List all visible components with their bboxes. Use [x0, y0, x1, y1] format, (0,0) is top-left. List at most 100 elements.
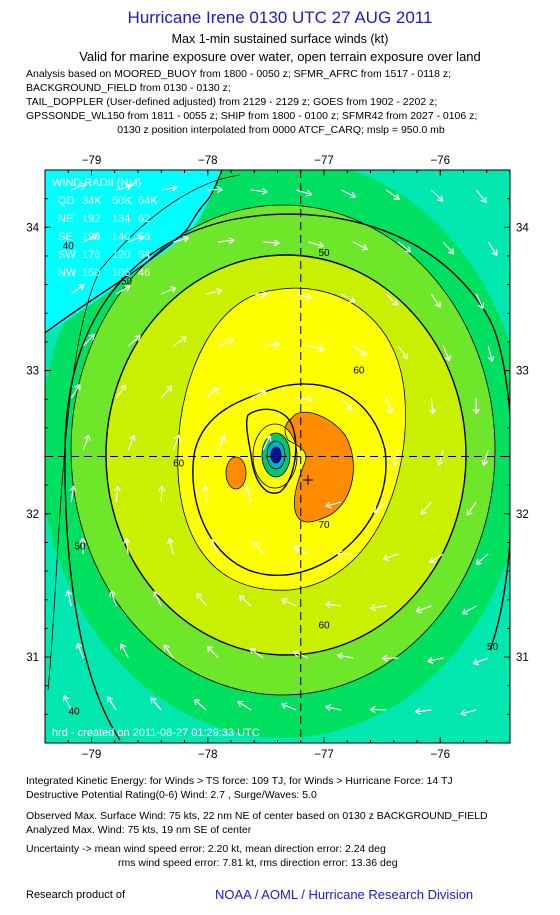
- wind-vector: [429, 397, 436, 415]
- x-tick-label: −77: [314, 155, 334, 167]
- wind-vector: [115, 285, 131, 295]
- contour-line: [225, 456, 247, 490]
- x-tick-label: −76: [430, 749, 450, 761]
- wind-vector: [352, 345, 367, 356]
- chart-subtitle: Max 1-min sustained surface winds (kt): [171, 32, 389, 46]
- wind-vector: [381, 654, 399, 662]
- x-tick-label: −76: [430, 155, 450, 167]
- wind-vector: [430, 189, 444, 202]
- wind-vector: [420, 501, 432, 515]
- wind-vector: [251, 290, 268, 298]
- wind-vector: [369, 705, 387, 714]
- contour-label: 40: [69, 706, 81, 717]
- x-tick-label: −79: [82, 749, 102, 761]
- wind-vector: [472, 397, 480, 415]
- wind-vector: [325, 704, 342, 712]
- wind-vector: [160, 286, 177, 295]
- wind-vector: [201, 485, 209, 503]
- wind-radii-cell: 176: [82, 249, 100, 261]
- wind-vector: [123, 537, 131, 555]
- x-tick-label: −79: [82, 155, 102, 167]
- wind-radii-cell: 54: [138, 249, 150, 261]
- wind-radii-header: QD: [58, 195, 75, 207]
- created-label: hrd - created on 2011-08-27 01:29:33 UTC: [52, 727, 260, 739]
- wind-vector: [466, 501, 477, 516]
- coastline: [45, 170, 223, 334]
- wind-vector: [161, 184, 178, 192]
- contour-label: 60: [353, 365, 365, 376]
- wind-vector: [210, 538, 219, 555]
- contour-band-70-plus: [285, 412, 354, 522]
- wind-field-map: 50 50 50 50 40 40 60 60 60 70 WIND RADII (NM) QD 34…: [26, 155, 529, 761]
- contour-label: 50: [487, 642, 499, 653]
- wind-radii-cell: NE: [58, 213, 73, 225]
- uncertainty-line: rms wind speed error: 7.81 kt, rms direc…: [118, 856, 398, 869]
- wind-vector: [436, 449, 444, 466]
- analysis-line: TAIL_DOPPLER (User-defined adjusted) fro…: [26, 96, 438, 108]
- contour-label: 40: [63, 241, 75, 252]
- wind-vector: [340, 293, 356, 303]
- wind-radii-cell: 62: [138, 213, 150, 225]
- wind-vector: [397, 241, 412, 253]
- wind-radii-cell: 140: [112, 231, 130, 243]
- wind-vector: [481, 449, 489, 466]
- analysis-line: BACKGROUND_FIELD from 0130 - 0130 z;: [26, 82, 231, 94]
- wind-vector: [237, 700, 252, 711]
- wind-vector: [460, 709, 477, 717]
- contour-label: 50: [121, 277, 133, 288]
- wind-vector: [382, 553, 399, 561]
- wind-vector: [205, 386, 219, 399]
- wind-vector: [218, 237, 235, 245]
- storm-eye: [252, 423, 298, 489]
- wind-radii-cell: 192: [82, 213, 100, 225]
- y-tick-label: 32: [26, 509, 39, 521]
- analysis-line: Analysis based on MOORED_BUOY from 1800 …: [26, 68, 452, 80]
- wind-vector: [193, 698, 207, 711]
- wind-vector: [153, 591, 162, 607]
- wind-vector: [325, 501, 342, 509]
- wind-vector: [442, 345, 451, 362]
- x-tick-label: −78: [198, 155, 218, 167]
- x-tick-label: −77: [314, 749, 334, 761]
- wind-vector: [160, 385, 173, 399]
- ike-line: Integrated Kinetic Energy: for Winds > T…: [26, 775, 453, 787]
- wind-vector: [475, 189, 487, 204]
- wind-vector: [472, 657, 489, 666]
- contour-line: [192, 383, 387, 576]
- wind-vector: [397, 345, 409, 360]
- wind-vector: [340, 189, 357, 199]
- x-tick-label: −78: [198, 749, 218, 761]
- wind-radii-cell: 150: [82, 267, 100, 279]
- wind-vector: [150, 697, 162, 711]
- org-label: NOAA / AOML / Hurricane Research Divisio…: [215, 887, 474, 902]
- wind-radii-cell: 120: [112, 249, 130, 261]
- wind-vector: [252, 541, 264, 555]
- wind-vector: [263, 340, 280, 348]
- y-tick-label: 34: [516, 222, 529, 234]
- wind-vector: [373, 501, 387, 513]
- contour-line: [70, 204, 496, 696]
- uncertainty-line: Uncertainty -> mean wind speed error: 2.…: [26, 843, 386, 855]
- y-tick-label: 31: [516, 652, 529, 664]
- wind-vector: [106, 696, 117, 711]
- wind-radii-title: WIND RADII (NM): [52, 177, 141, 189]
- wind-vector: [296, 293, 313, 301]
- wind-vector: [250, 389, 267, 399]
- wind-vector: [430, 293, 441, 308]
- wind-vector: [475, 553, 489, 565]
- contour-label: 60: [173, 459, 185, 470]
- wind-vector: [127, 434, 136, 451]
- wind-vector: [281, 598, 297, 607]
- wind-vector: [82, 434, 91, 451]
- wind-vector: [385, 189, 400, 200]
- wind-vector: [70, 384, 81, 399]
- contour-band-70-west: [226, 457, 246, 489]
- land-mass: [45, 170, 222, 335]
- uncertainty-stats: Uncertainty -> mean wind speed error: 2.…: [26, 843, 398, 870]
- wind-vector: [442, 241, 455, 255]
- wind-radii-cell: SE: [58, 231, 73, 243]
- wind-vector: [75, 642, 84, 659]
- wind-vector: [324, 601, 342, 609]
- wind-vector: [167, 538, 174, 555]
- analyzed-line: Analyzed Max. Wind: 75 kts, 19 nm SE of …: [26, 823, 252, 836]
